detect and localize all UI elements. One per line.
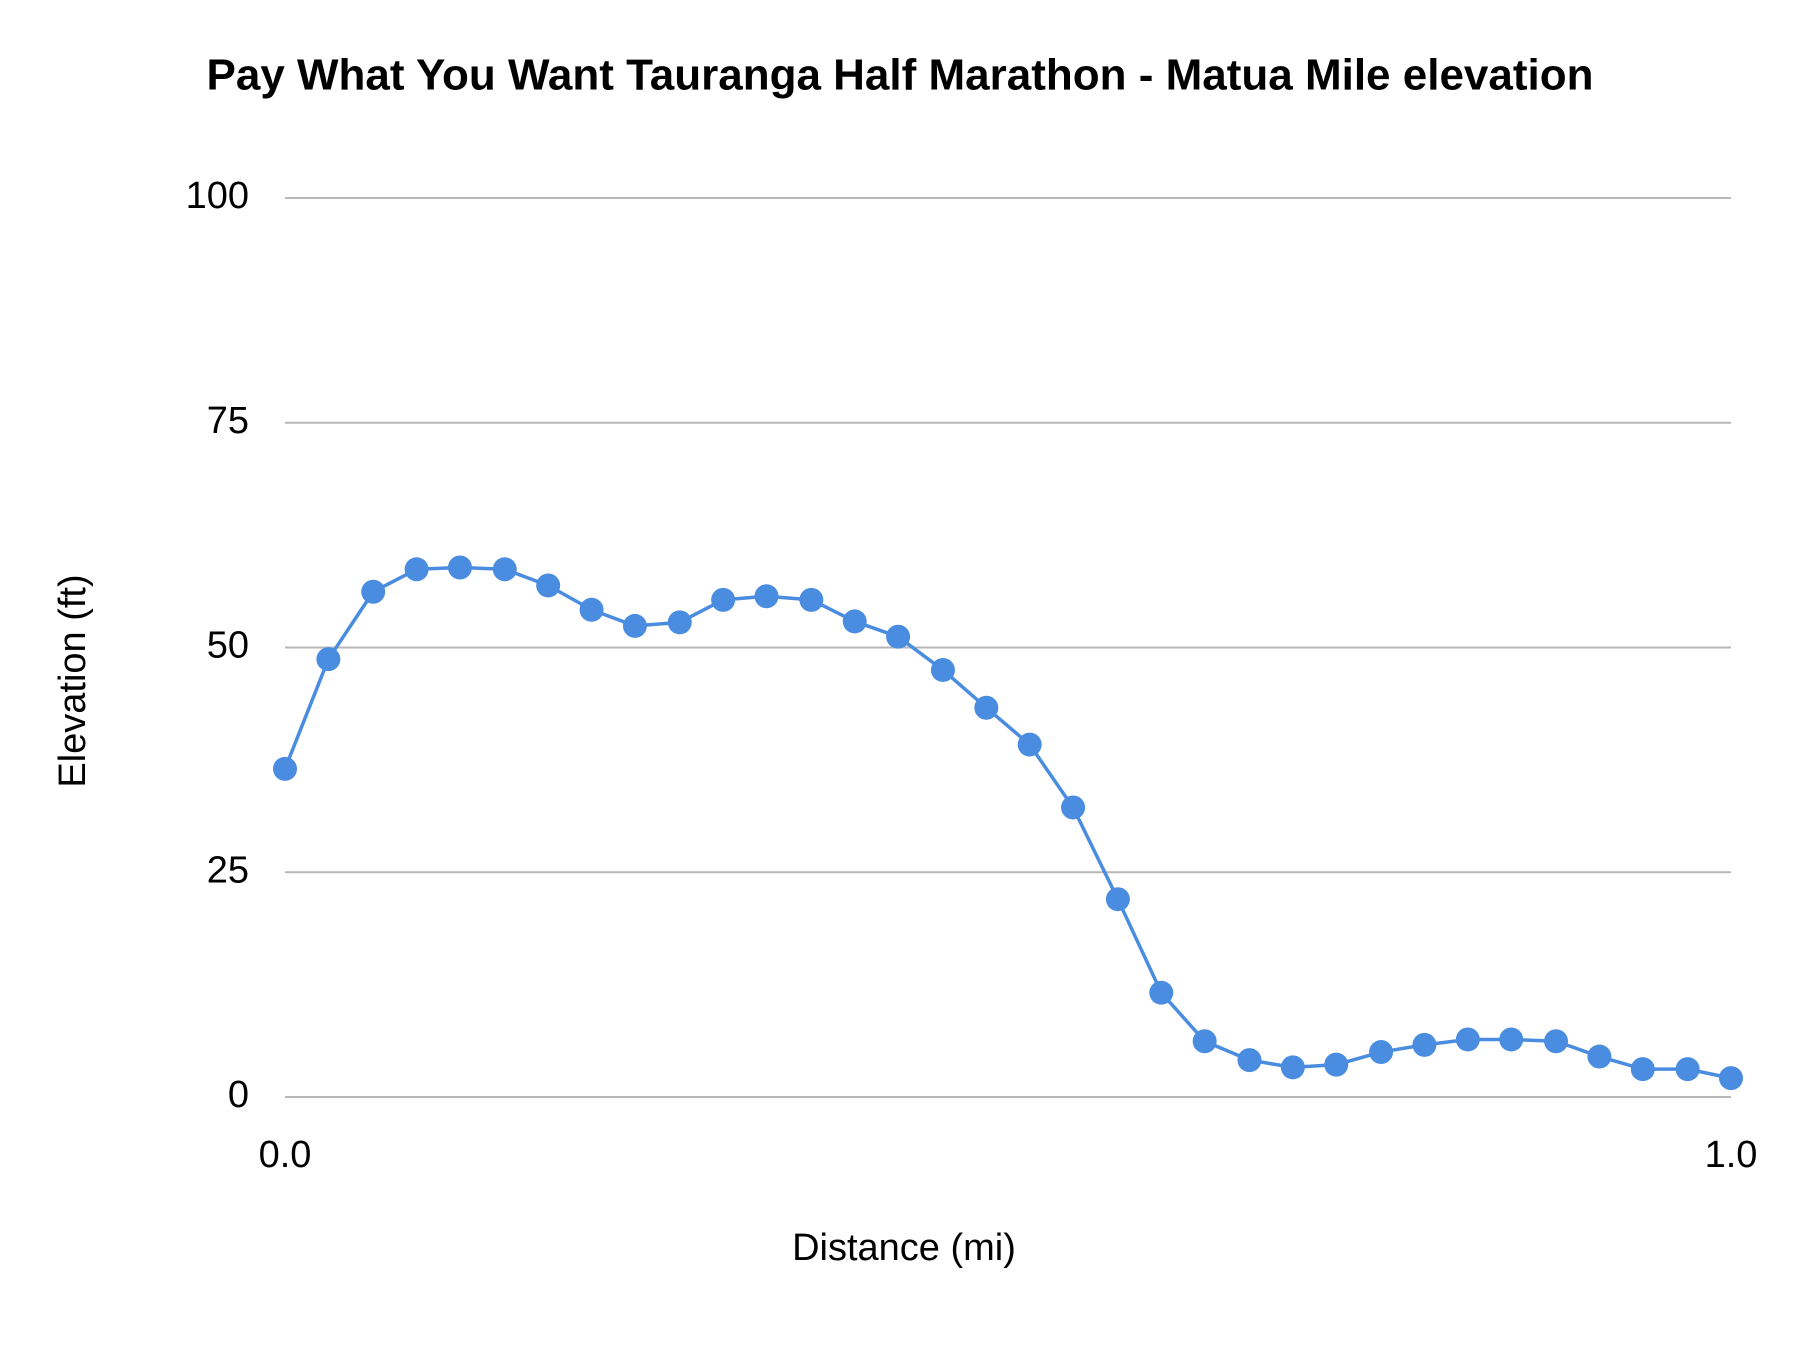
point — [1587, 1044, 1612, 1069]
point — [799, 587, 824, 612]
point — [1324, 1052, 1349, 1077]
point — [842, 609, 867, 634]
point — [711, 587, 736, 612]
y-axis-label: Elevation (ft) — [52, 574, 94, 787]
point — [1719, 1066, 1743, 1091]
chart-title: Pay What You Want Tauranga Half Marathon… — [207, 51, 1594, 100]
point — [622, 613, 647, 638]
x-tick-label: 1.0 — [1705, 1134, 1758, 1176]
point — [930, 657, 955, 682]
point — [1192, 1029, 1217, 1054]
x-axis-label: Distance (mi) — [792, 1227, 1016, 1269]
point — [1675, 1057, 1700, 1082]
point — [1412, 1032, 1437, 1057]
point — [886, 624, 911, 649]
y-tick-label: 0 — [228, 1074, 249, 1116]
point — [361, 579, 386, 604]
point — [1630, 1057, 1655, 1082]
y-tick-label: 75 — [207, 400, 249, 442]
point — [536, 573, 561, 598]
point — [1455, 1027, 1480, 1052]
point — [492, 557, 517, 582]
point — [316, 647, 341, 672]
point — [667, 610, 692, 635]
y-tick-label: 100 — [186, 175, 249, 217]
point — [1369, 1040, 1394, 1065]
y-tick-label: 25 — [207, 849, 249, 891]
point — [404, 557, 429, 582]
point — [1105, 887, 1130, 912]
point — [273, 756, 297, 781]
point — [447, 555, 472, 580]
point — [579, 597, 604, 622]
point — [1061, 795, 1086, 820]
line — [283, 565, 1732, 1080]
point — [1544, 1029, 1569, 1054]
point — [1237, 1048, 1262, 1073]
point — [1017, 732, 1042, 757]
point — [974, 695, 999, 720]
point — [754, 584, 779, 609]
point — [1280, 1055, 1305, 1080]
x-tick-label: 0.0 — [259, 1134, 312, 1176]
y-tick-label: 50 — [207, 625, 249, 667]
point — [1499, 1027, 1524, 1052]
point — [1149, 980, 1174, 1005]
